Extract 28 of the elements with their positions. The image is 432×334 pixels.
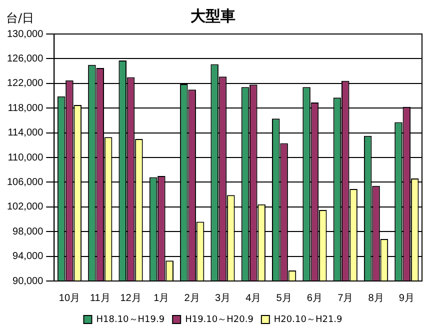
x-tick-label: 11月 <box>90 292 110 304</box>
y-tick-label: 94,000 <box>12 251 44 262</box>
legend-label: H19.10～H20.9 <box>185 314 254 325</box>
y-tick-label: 110,000 <box>8 152 44 164</box>
x-tick-label: 3月 <box>214 292 231 304</box>
x-tick-label: 6月 <box>306 292 322 304</box>
x-tick-label: 5月 <box>276 292 292 304</box>
x-tick-label: 1月 <box>154 292 170 304</box>
y-tick-label: 122,000 <box>6 78 44 90</box>
y-tick-label: 102,000 <box>6 202 44 213</box>
x-tick-label: 7月 <box>338 292 354 304</box>
y-tick-label: 98,000 <box>12 226 44 238</box>
x-tick-label: 12月 <box>120 292 142 304</box>
y-axis-title: 台/日 <box>6 10 34 27</box>
y-tick-label: 126,000 <box>6 53 44 64</box>
legend-label: H18.10～H19.9 <box>96 314 165 325</box>
chart-title: 大型車 <box>190 6 236 25</box>
x-tick-label: 10月 <box>58 292 80 304</box>
x-tick-label: 2月 <box>184 292 200 304</box>
x-tick-label: 4月 <box>246 292 262 304</box>
y-tick-label: 118,000 <box>8 102 44 114</box>
y-tick-label: 114,000 <box>8 128 44 139</box>
legend-label: H20.10～H21.9 <box>274 314 343 325</box>
y-tick-label: 90,000 <box>12 276 44 287</box>
y-tick-label: 130,000 <box>6 28 44 40</box>
x-tick-label: 9月 <box>398 292 414 304</box>
y-tick-label: 106,000 <box>6 176 44 188</box>
x-tick-label: 8月 <box>368 292 384 304</box>
